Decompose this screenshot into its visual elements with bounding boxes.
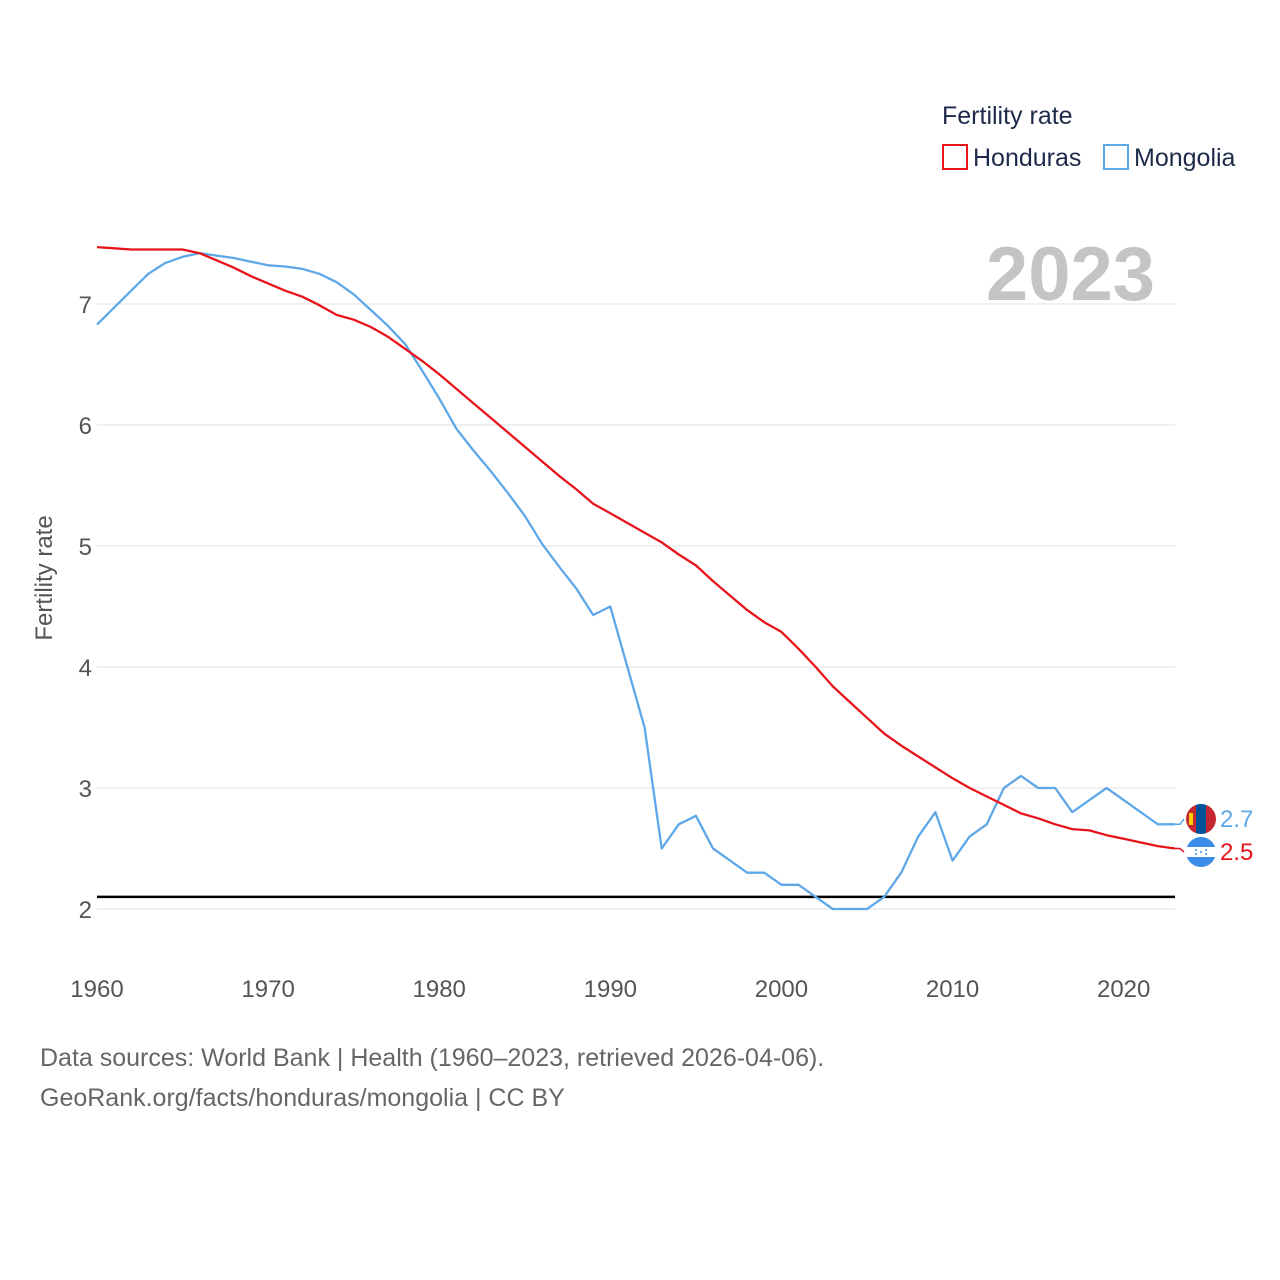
source-line: Data sources: World Bank | Health (1960–… xyxy=(40,1044,825,1072)
series-line-mongolia[interactable] xyxy=(96,252,1175,911)
y-axis-title: Fertility rate xyxy=(31,515,58,640)
year-label: 2023 xyxy=(986,232,1155,317)
y-tick-label: 4 xyxy=(79,655,92,682)
honduras-leader-line xyxy=(1175,847,1185,853)
x-axis: 1960 1970 1980 1990 2000 2010 2020 xyxy=(70,976,1150,1003)
legend: Fertility rate Honduras Mongolia xyxy=(942,102,1236,172)
legend-label-mongolia[interactable]: Mongolia xyxy=(1134,144,1236,172)
y-tick-label: 7 xyxy=(79,292,92,319)
legend-swatch-mongolia[interactable] xyxy=(1103,144,1129,170)
mongolia-end-marker: 2.7 xyxy=(1175,804,1253,834)
series-line-honduras[interactable] xyxy=(96,245,1176,850)
mongolia-flag-icon xyxy=(1186,804,1216,834)
x-tick-label: 1980 xyxy=(413,976,466,1003)
mongolia-end-value: 2.7 xyxy=(1220,806,1253,833)
mongolia-leader-line xyxy=(1175,818,1185,826)
honduras-end-marker: 2.5 xyxy=(1175,837,1253,867)
x-tick-label: 1960 xyxy=(70,976,123,1003)
x-tick-label: 1990 xyxy=(584,976,637,1003)
legend-title: Fertility rate xyxy=(942,102,1073,130)
legend-swatch-honduras[interactable] xyxy=(942,144,968,170)
y-tick-label: 6 xyxy=(79,413,92,440)
x-tick-label: 2020 xyxy=(1097,976,1150,1003)
series-lines xyxy=(96,245,1176,911)
y-tick-label: 2 xyxy=(79,897,92,924)
honduras-end-value: 2.5 xyxy=(1220,839,1253,866)
y-axis: 2 3 4 5 6 7 xyxy=(79,292,92,924)
attribution-line: GeoRank.org/facts/honduras/mongolia | CC… xyxy=(40,1084,565,1112)
x-tick-label: 2010 xyxy=(926,976,979,1003)
gridlines xyxy=(97,303,1175,910)
y-tick-label: 5 xyxy=(79,534,92,561)
x-tick-label: 1970 xyxy=(241,976,294,1003)
legend-label-honduras[interactable]: Honduras xyxy=(973,144,1081,172)
y-tick-label: 3 xyxy=(79,776,92,803)
x-tick-label: 2000 xyxy=(755,976,808,1003)
honduras-flag-icon xyxy=(1186,837,1216,867)
